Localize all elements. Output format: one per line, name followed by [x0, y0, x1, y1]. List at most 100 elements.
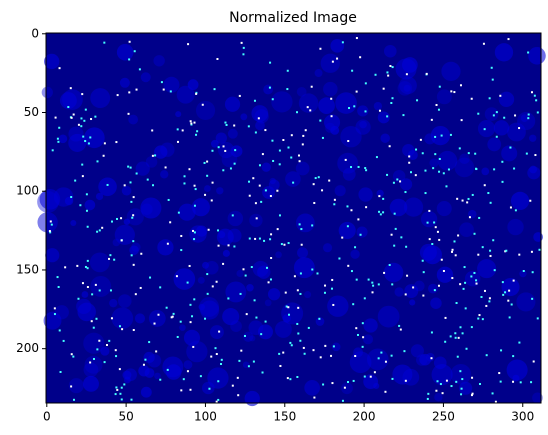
texture-blob: [519, 269, 527, 278]
texture-blob: [191, 198, 210, 217]
texture-blob: [285, 171, 301, 187]
bright-spot: [365, 169, 368, 172]
bright-spot: [105, 344, 108, 347]
texture-blob: [98, 177, 117, 197]
bright-spot: [260, 200, 263, 203]
bright-spot: [128, 58, 131, 61]
bright-spot: [134, 293, 137, 296]
texture-blob: [123, 218, 131, 225]
y-tick-label: 200: [16, 341, 39, 355]
texture-blob: [450, 364, 472, 385]
texture-blob: [353, 347, 363, 358]
bright-spot: [434, 135, 437, 138]
bright-spot: [254, 202, 257, 205]
bright-spot: [186, 281, 189, 284]
bright-spot: [440, 134, 443, 137]
texture-blob: [464, 270, 481, 287]
bright-spot: [314, 177, 317, 180]
texture-blob: [481, 167, 490, 176]
bright-spot: [114, 393, 117, 396]
texture-blob: [183, 360, 193, 370]
bright-spot: [460, 119, 463, 122]
bright-spot: [300, 228, 303, 231]
bright-spot: [59, 370, 62, 373]
bright-spot: [514, 114, 517, 117]
bright-spot: [527, 113, 530, 116]
bright-spot: [229, 167, 232, 170]
bright-spot: [269, 194, 272, 197]
texture-blob: [342, 167, 356, 181]
image-background: [46, 33, 541, 403]
bright-spot: [530, 250, 533, 253]
bright-spot: [474, 152, 477, 155]
bright-spot: [128, 91, 131, 94]
bright-spot: [391, 66, 394, 69]
bright-spot: [330, 287, 333, 290]
texture-blob: [252, 260, 269, 277]
bright-spot: [460, 387, 463, 390]
bright-spot: [211, 181, 214, 184]
texture-blob: [532, 392, 543, 404]
bright-spot: [331, 278, 334, 281]
texture-blob: [520, 114, 529, 122]
bright-spot: [298, 223, 301, 226]
bright-spot: [359, 56, 362, 59]
bright-spot: [534, 154, 537, 157]
bright-spot: [129, 181, 132, 184]
bright-spot: [433, 221, 436, 224]
bright-spot: [456, 355, 459, 358]
texture-blob: [494, 43, 514, 62]
bright-spot: [103, 361, 106, 364]
texture-blob: [363, 374, 379, 390]
bright-spot: [436, 230, 439, 233]
bright-spot: [128, 40, 131, 43]
texture-blob: [100, 346, 110, 356]
bright-spot: [189, 120, 192, 123]
bright-spot: [507, 299, 510, 302]
bright-spot: [307, 326, 310, 329]
bright-spot: [190, 123, 193, 126]
texture-blob: [240, 113, 248, 121]
bright-spot: [518, 341, 521, 344]
texture-blob: [83, 375, 99, 392]
texture-blob: [200, 300, 220, 320]
bright-spot: [243, 334, 246, 337]
texture-blob: [138, 365, 150, 377]
bright-spot: [87, 142, 90, 145]
bright-spot: [475, 279, 478, 282]
bright-spot: [193, 121, 196, 124]
bright-spot: [435, 103, 438, 106]
bright-spot: [166, 368, 169, 371]
bright-spot: [509, 146, 512, 149]
bright-spot: [206, 292, 209, 295]
texture-blob: [121, 185, 132, 196]
bright-spot: [451, 250, 454, 253]
bright-spot: [331, 60, 334, 63]
bright-spot: [347, 381, 350, 384]
texture-blob: [58, 134, 68, 144]
bright-spot: [377, 357, 380, 360]
bright-spot: [201, 103, 204, 106]
bright-spot: [98, 339, 101, 342]
bright-spot: [399, 180, 402, 183]
texture-blob: [423, 245, 442, 265]
texture-blob: [281, 302, 304, 325]
texture-blob: [222, 308, 240, 326]
texture-blob: [356, 226, 368, 238]
texture-blob: [135, 161, 150, 176]
texture-blob: [293, 257, 315, 279]
bright-spot: [264, 129, 267, 132]
bright-spot: [123, 184, 126, 187]
bright-spot: [224, 149, 227, 152]
bright-spot: [480, 296, 483, 299]
texture-blob: [255, 120, 265, 131]
bright-spot: [72, 113, 75, 116]
bright-spot: [477, 112, 480, 115]
bright-spot: [364, 82, 367, 85]
bright-spot: [284, 291, 287, 294]
texture-blob: [186, 340, 208, 363]
bright-spot: [86, 286, 89, 289]
bright-spot: [422, 271, 425, 274]
texture-blob: [528, 47, 546, 65]
bright-spot: [460, 393, 463, 396]
